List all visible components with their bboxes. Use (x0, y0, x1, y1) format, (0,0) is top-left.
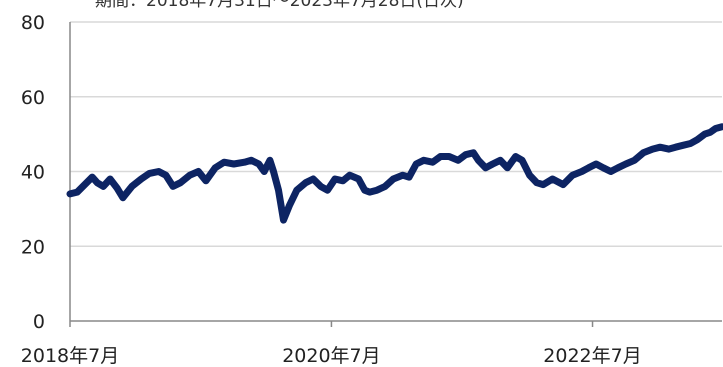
x-axis-ticks: 2018年7月 2020年7月 2022年7月 (21, 321, 642, 367)
series-line (70, 127, 722, 220)
x-tick-label: 2020年7月 (282, 345, 380, 367)
series-layer (70, 127, 722, 220)
y-tick-label: 80 (21, 12, 45, 34)
y-tick-label: 20 (21, 236, 45, 258)
x-tick-label: 2018年7月 (21, 345, 119, 367)
y-tick-label: 40 (21, 162, 45, 184)
x-tick-label: 2022年7月 (543, 345, 641, 367)
y-tick-label: 0 (33, 311, 45, 333)
y-axis-ticks: 0 20 40 60 80 (21, 12, 45, 333)
grid-lines (70, 22, 722, 246)
y-tick-label: 60 (21, 87, 45, 109)
